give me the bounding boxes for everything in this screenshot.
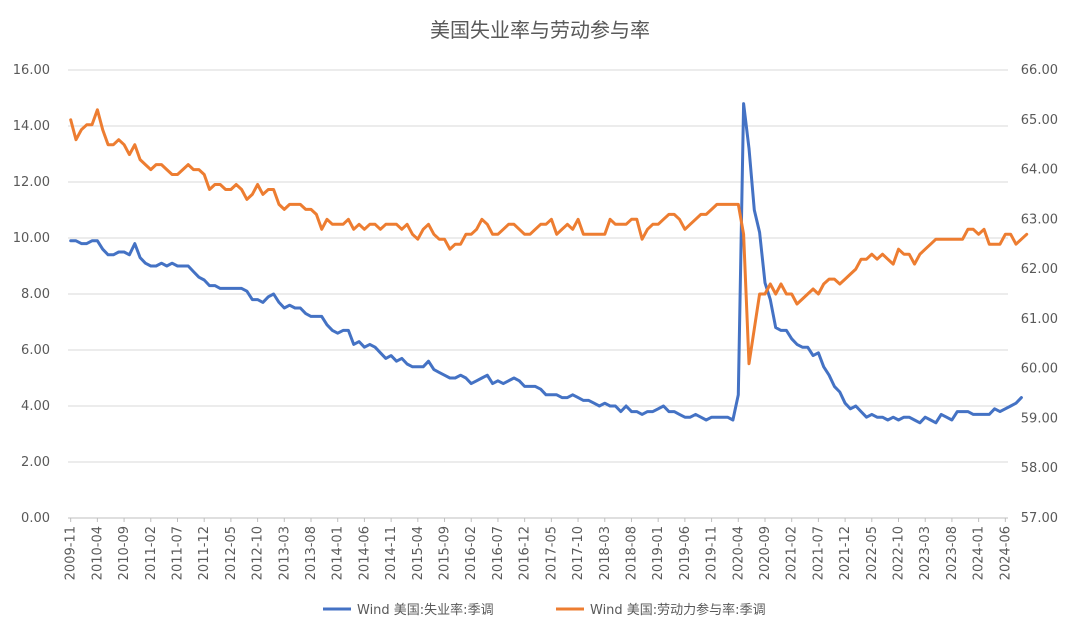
x-tick-label: 2024-06	[998, 526, 1013, 580]
x-tick-label: 2020-04	[731, 526, 746, 580]
x-tick-label: 2023-08	[945, 526, 960, 580]
x-tick-label: 2013-03	[277, 526, 292, 580]
x-tick-label: 2012-10	[251, 526, 266, 580]
x-tick-label: 2011-07	[170, 526, 185, 580]
x-tick-label: 2011-12	[197, 526, 212, 580]
x-tick-label: 2017-05	[544, 526, 559, 580]
legend-label: Wind 美国:失业率:季调	[357, 602, 494, 618]
x-tick-label: 2022-10	[892, 526, 907, 580]
left-y-tick-label: 12.00	[13, 175, 50, 190]
x-tick-label: 2014-01	[331, 526, 346, 580]
x-axis: 2009-11 2010-04 2010-09 2011-02 2011-07 2011-…	[64, 517, 1013, 580]
left-y-tick-label: 16.00	[13, 63, 50, 78]
x-tick-label: 2019-01	[651, 526, 666, 580]
x-tick-label: 2011-02	[144, 526, 159, 580]
x-tick-label: 2018-08	[624, 526, 639, 580]
x-tick-label: 2021-07	[811, 526, 826, 580]
left-y-tick-label: 4.00	[21, 399, 50, 414]
x-tick-label: 2021-02	[785, 526, 800, 580]
x-tick-label: 2018-03	[598, 526, 613, 580]
left-y-tick-label: 14.00	[13, 119, 50, 134]
left-y-tick-label: 6.00	[21, 343, 50, 358]
x-tick-label: 2009-11	[64, 526, 79, 580]
series-lines	[69, 102, 1029, 425]
left-y-tick-label: 10.00	[13, 231, 50, 246]
left-y-tick-label: 8.00	[21, 287, 50, 302]
x-tick-label: 2015-04	[411, 526, 426, 580]
left-y-tick-label: 0.00	[21, 511, 50, 526]
left-y-tick-label: 2.00	[21, 455, 50, 470]
left-y-axis: 0.00 2.00 4.00 6.00 8.00 10.00 12.00 14.00 16.00	[13, 63, 50, 526]
x-tick-label: 2017-10	[571, 526, 586, 580]
right-y-tick-label: 62.00	[1021, 262, 1058, 277]
x-tick-label: 2010-04	[90, 526, 105, 580]
x-tick-label: 2014-11	[384, 526, 399, 580]
x-tick-label: 2024-01	[972, 526, 987, 580]
x-tick-label: 2012-05	[224, 526, 239, 580]
x-tick-label: 2019-11	[705, 526, 720, 580]
right-y-tick-label: 66.00	[1021, 63, 1058, 78]
x-tick-label: 2014-06	[357, 526, 372, 580]
x-tick-label: 2023-03	[918, 526, 933, 580]
x-tick-label: 2016-12	[518, 526, 533, 580]
x-tick-label: 2016-02	[464, 526, 479, 580]
right-y-tick-label: 63.00	[1021, 212, 1058, 227]
x-tick-label: 2013-08	[304, 526, 319, 580]
x-tick-label: 2015-09	[438, 526, 453, 580]
unemployment-rate-line	[69, 102, 1023, 425]
right-y-tick-label: 59.00	[1021, 411, 1058, 426]
x-tick-label: 2021-12	[838, 526, 853, 580]
right-y-tick-label: 65.00	[1021, 113, 1058, 128]
x-tick-label: 2016-07	[491, 526, 506, 580]
right-y-tick-label: 64.00	[1021, 163, 1058, 178]
right-y-axis: 57.00 58.00 59.00 60.00 61.00 62.00 63.00 64.00…	[1021, 63, 1058, 526]
gridlines	[68, 69, 1008, 519]
chart-title: 美国失业率与劳动参与率	[430, 18, 650, 42]
legend-label: Wind 美国:劳动力参与率:季调	[590, 602, 766, 618]
right-y-tick-label: 60.00	[1021, 362, 1058, 377]
right-y-tick-label: 57.00	[1021, 511, 1058, 526]
legend: Wind 美国:失业率:季调 Wind 美国:劳动力参与率:季调	[323, 602, 766, 618]
participation-rate-line	[69, 108, 1029, 366]
right-y-tick-label: 58.00	[1021, 461, 1058, 476]
x-tick-label: 2020-09	[758, 526, 773, 580]
x-tick-label: 2019-06	[678, 526, 693, 580]
x-tick-label: 2022-05	[865, 526, 880, 580]
right-y-tick-label: 61.00	[1021, 312, 1058, 327]
x-tick-label: 2010-09	[117, 526, 132, 580]
